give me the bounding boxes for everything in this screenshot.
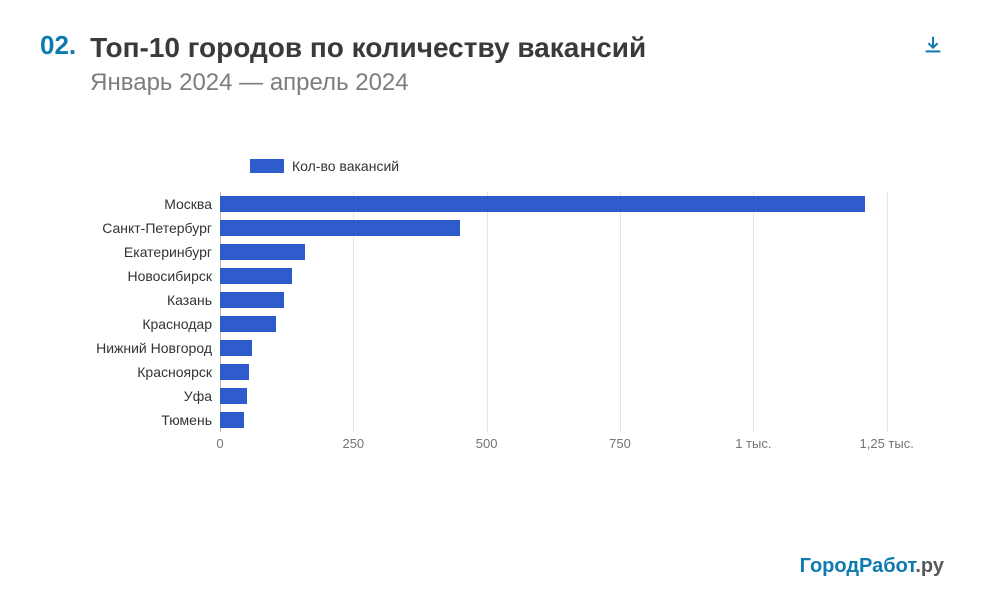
bar-row: [220, 312, 940, 336]
section-number: 02.: [40, 30, 76, 61]
bar: [220, 412, 244, 428]
brand-part-a: ГородРабот: [800, 555, 916, 577]
legend: Кол-во вакансий: [250, 158, 960, 174]
y-axis-label: Краснодар: [80, 312, 220, 336]
bar-row: [220, 408, 940, 432]
x-axis: 02505007501 тыс.1,25 тыс.: [220, 436, 940, 466]
y-axis-label: Екатеринбург: [80, 240, 220, 264]
plot: МоскваСанкт-ПетербургЕкатеринбургНовосиб…: [80, 192, 960, 432]
bar: [220, 364, 249, 380]
bars-area: [220, 192, 940, 432]
bar: [220, 220, 460, 236]
y-axis-labels: МоскваСанкт-ПетербургЕкатеринбургНовосиб…: [80, 192, 220, 432]
bar-row: [220, 288, 940, 312]
bars: [220, 192, 940, 432]
y-axis-label: Уфа: [80, 384, 220, 408]
titles: Топ-10 городов по количеству вакансий Ян…: [90, 30, 646, 98]
y-axis-label: Москва: [80, 192, 220, 216]
chart-card: 02. Топ-10 городов по количеству ваканси…: [0, 0, 984, 596]
bar-row: [220, 384, 940, 408]
bar-row: [220, 192, 940, 216]
header-left: 02. Топ-10 городов по количеству ваканси…: [40, 30, 646, 98]
y-axis-label: Новосибирск: [80, 264, 220, 288]
y-axis-label: Красноярск: [80, 360, 220, 384]
bar-row: [220, 336, 940, 360]
chart-subtitle: Январь 2024 — апрель 2024: [90, 67, 646, 98]
bar: [220, 268, 292, 284]
y-axis-label: Казань: [80, 288, 220, 312]
bar: [220, 340, 252, 356]
header-row: 02. Топ-10 городов по количеству ваканси…: [40, 30, 944, 98]
bar-row: [220, 264, 940, 288]
x-axis-tick: 0: [216, 436, 223, 451]
bar: [220, 196, 865, 212]
brand-footer: ГородРабот.ру: [800, 555, 944, 578]
y-axis-label: Нижний Новгород: [80, 336, 220, 360]
x-axis-tick: 750: [609, 436, 631, 451]
x-axis-tick: 500: [476, 436, 498, 451]
download-icon[interactable]: [922, 34, 944, 61]
x-axis-tick: 1,25 тыс.: [859, 436, 913, 451]
legend-swatch: [250, 159, 284, 173]
chart-area: Кол-во вакансий МоскваСанкт-ПетербургЕка…: [80, 158, 960, 466]
bar-row: [220, 360, 940, 384]
bar: [220, 316, 276, 332]
bar: [220, 292, 284, 308]
y-axis-label: Тюмень: [80, 408, 220, 432]
legend-label: Кол-во вакансий: [292, 158, 399, 174]
y-axis-label: Санкт-Петербург: [80, 216, 220, 240]
bar: [220, 244, 305, 260]
bar-row: [220, 240, 940, 264]
bar: [220, 388, 247, 404]
brand-part-b: .ру: [915, 555, 944, 577]
chart-title: Топ-10 городов по количеству вакансий: [90, 30, 646, 65]
x-axis-tick: 1 тыс.: [735, 436, 771, 451]
bar-row: [220, 216, 940, 240]
x-axis-tick: 250: [342, 436, 364, 451]
